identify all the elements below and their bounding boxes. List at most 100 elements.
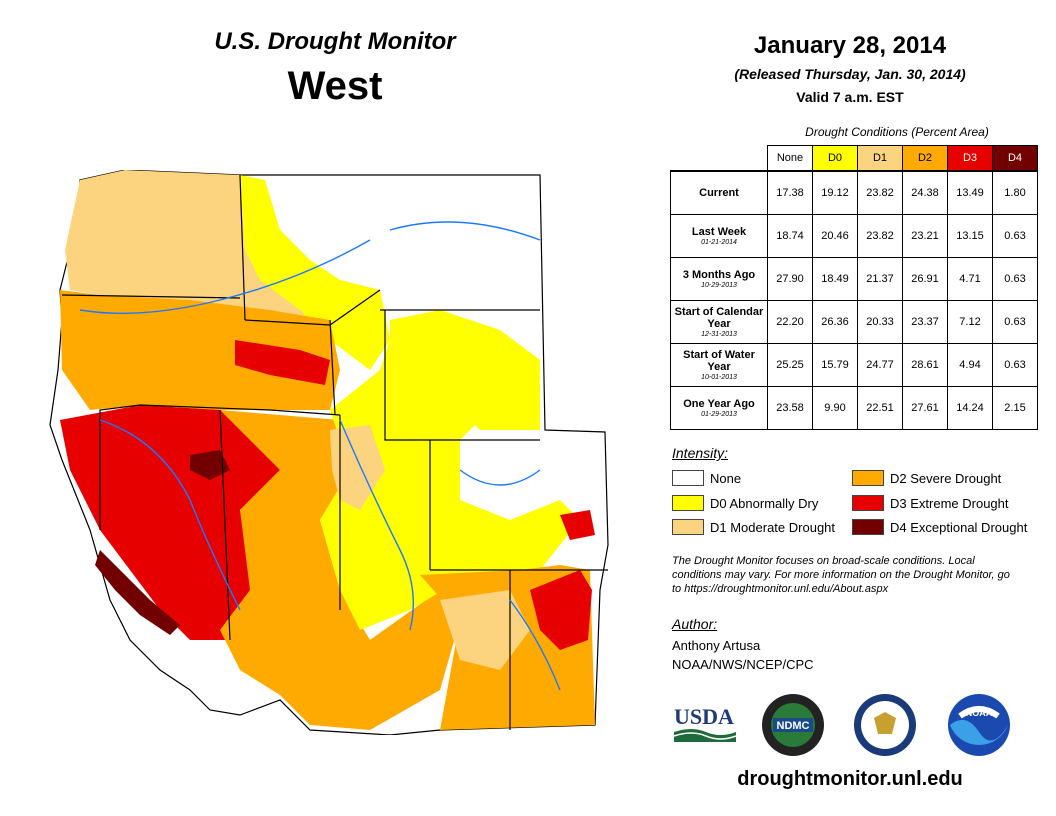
table-cell: 24.77 [857,343,903,387]
noaa-logo: NOAA [948,694,1010,756]
table-cell: 0.63 [992,300,1038,344]
doc-seal-logo [854,694,916,756]
legend-swatch [672,519,704,535]
table-cell: 27.61 [902,386,948,430]
table-cell: 7.12 [947,300,993,344]
row-label: Start of Water Year 10-01-2013 [670,343,768,387]
table-cell: 23.82 [857,170,903,215]
legend-label: D4 Exceptional Drought [890,519,1028,535]
column-none: None [767,145,813,172]
svg-text:NDMC: NDMC [777,720,810,732]
author-name: Anthony Artusa [672,638,761,653]
table-row-start-calendar-year: Start of Calendar Year 12-31-2013 22.20 2… [670,300,1038,344]
map-d2-southwest [220,410,460,730]
legend-label: D0 Abnormally Dry [710,495,819,511]
map-state-borders [61,174,608,730]
legend-item-none: None [672,470,741,486]
column-d3: D3 [947,145,993,172]
table-cell: 25.25 [767,343,813,387]
column-d1: D1 [857,145,903,172]
table-cell: 23.58 [767,386,813,430]
legend-item-d0: D0 Abnormally Dry [672,495,818,511]
drought-map [49,170,609,735]
author-title: Author: [672,616,718,632]
table-cell: 14.24 [947,386,993,430]
drought-conditions-table: None D0 D1 D2 D3 D4 Current 17.38 19.12 … [670,145,1038,430]
table-corner [671,146,768,172]
table-row-last-week: Last Week 01-21-2014 18.74 20.46 23.82 23… [670,214,1038,258]
svg-text:NOAA: NOAA [966,708,993,718]
legend-swatch [852,519,884,535]
legend-label: None [710,470,742,486]
legend-swatch [672,495,704,511]
column-d2: D2 [902,145,948,172]
map-d3-eastern-nm [530,570,592,650]
legend-label: D3 Extreme Drought [890,495,1009,511]
legend-item-d4: D4 Exceptional Drought [852,519,1027,535]
table-cell: 0.63 [992,343,1038,387]
table-cell: 2.15 [992,386,1038,430]
table-row-one-year-ago: One Year Ago 01-29-2013 23.58 9.90 22.51 … [670,386,1038,430]
table-cell: 1.80 [992,170,1038,215]
table-row-current: Current 17.38 19.12 23.82 24.38 13.49 1.… [670,170,1038,215]
table-cell: 23.82 [857,214,903,258]
legend-swatch [852,495,884,511]
table-row-start-water-year: Start of Water Year 10-01-2013 25.25 15.7… [670,343,1038,387]
row-label: 3 Months Ago 10-29-2013 [670,257,768,301]
table-cell: 21.37 [857,257,903,301]
table-cell: 26.91 [902,257,948,301]
table-cell: 20.33 [857,300,903,344]
legend-title: Intensity: [672,445,729,461]
row-label: Current [670,170,768,215]
ndmc-logo: NDMC [762,694,824,756]
table-caption: Drought Conditions (Percent Area) [805,125,989,139]
table-cell: 23.37 [902,300,948,344]
date-title: January 28, 2014 [753,32,947,59]
table-cell: 27.90 [767,257,813,301]
column-d0: D0 [812,145,858,172]
author-org: NOAA/NWS/NCEP/CPC [672,657,814,672]
map-d4-nevada [190,450,230,480]
row-label: Last Week 01-21-2014 [670,214,768,258]
table-cell: 23.21 [902,214,948,258]
table-header-row: None D0 D1 D2 D3 D4 [671,145,1038,172]
map-d2-oregon [60,290,340,410]
legend-label: D1 Moderate Drought [710,519,836,535]
table-cell: 26.36 [812,300,858,344]
table-cell: 22.51 [857,386,903,430]
table-cell: 18.49 [812,257,858,301]
legend-item-d1: D1 Moderate Drought [672,519,835,535]
table-cell: 17.38 [767,170,813,215]
table-cell: 24.38 [902,170,948,215]
svg-text:USDA: USDA [674,704,734,729]
table-cell: 13.49 [947,170,993,215]
map-d3-idaho-band [235,340,330,385]
table-cell: 20.46 [812,214,858,258]
legend-swatch [852,470,884,486]
map-rivers [79,221,561,691]
header-region: West [287,64,383,108]
legend-label: D2 Severe Drought [890,470,1002,486]
column-d4: D4 [992,145,1038,172]
table-cell: 28.61 [902,343,948,387]
row-label: Start of Calendar Year 12-31-2013 [670,300,768,344]
disclaimer-note: The Drought Monitor focuses on broad-sca… [672,555,1010,595]
valid-time: Valid 7 a.m. EST [796,89,904,105]
table-cell: 15.79 [812,343,858,387]
row-label: One Year Ago 01-29-2013 [670,386,768,430]
table-cell: 22.20 [767,300,813,344]
usda-logo: USDA [673,704,737,742]
table-cell: 0.63 [992,214,1038,258]
table-cell: 4.94 [947,343,993,387]
table-cell: 0.63 [992,257,1038,301]
table-cell: 4.71 [947,257,993,301]
legend-swatch [672,470,704,486]
legend-item-d3: D3 Extreme Drought [852,495,1009,511]
table-row-3-months-ago: 3 Months Ago 10-29-2013 27.90 18.49 21.37… [670,257,1038,301]
website-url[interactable]: droughtmonitor.unl.edu [737,768,963,790]
map-d0-idaho [240,175,390,370]
table-cell: 18.74 [767,214,813,258]
map-d1-new-mexico [440,590,530,670]
map-d0-wyoming [390,310,540,430]
table-cell: 9.90 [812,386,858,430]
